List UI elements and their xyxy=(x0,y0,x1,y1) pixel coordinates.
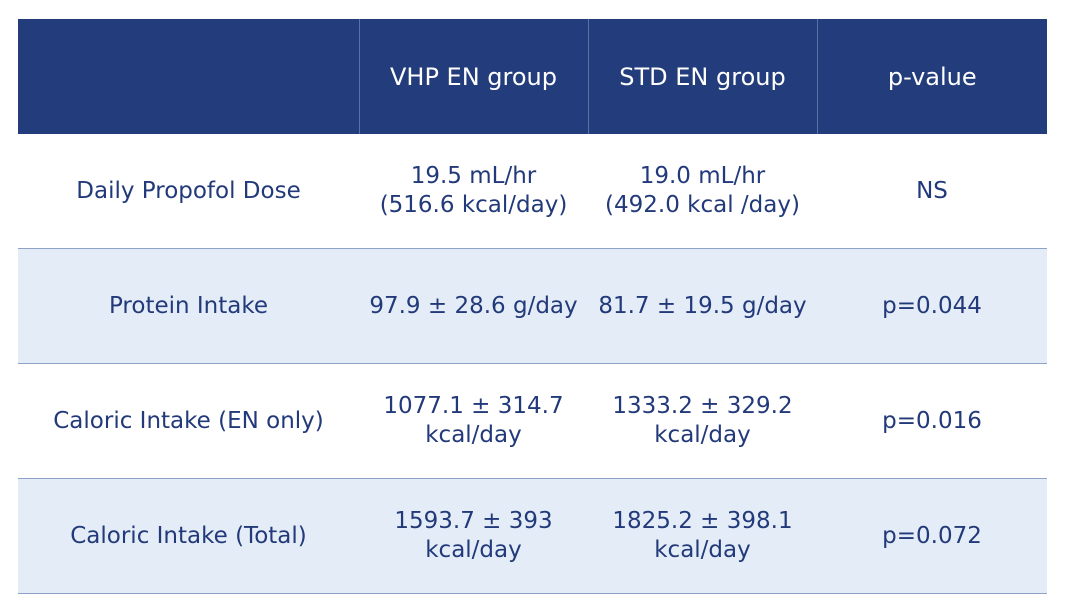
row-label: Daily Propofol Dose xyxy=(18,134,359,249)
std-cell: 81.7 ± 19.5 g/day xyxy=(588,248,817,364)
results-table-container: VHP EN group STD EN group p-value Daily … xyxy=(18,19,1047,594)
row-label: Caloric Intake (EN only) xyxy=(18,363,359,479)
table-header: VHP EN group STD EN group p-value xyxy=(18,19,1047,134)
std-value-line: 1825.2 ± 398.1 xyxy=(612,508,793,534)
table-body: Daily Propofol Dose 19.5 mL/hr (516.6 kc… xyxy=(18,134,1047,594)
header-blank xyxy=(18,19,359,134)
std-cell: 1333.2 ± 329.2 kcal/day xyxy=(588,363,817,479)
vhp-cell: 97.9 ± 28.6 g/day xyxy=(359,248,588,364)
vhp-value-line: 97.9 ± 28.6 g/day xyxy=(369,292,578,319)
std-value-line: 81.7 ± 19.5 g/day xyxy=(598,292,807,319)
table-row: Daily Propofol Dose 19.5 mL/hr (516.6 kc… xyxy=(18,134,1047,249)
table-row: Protein Intake 97.9 ± 28.6 g/day 81.7 ± … xyxy=(18,248,1047,364)
p-value-cell: NS xyxy=(817,134,1047,249)
table-row: Caloric Intake (EN only) 1077.1 ± 314.7 … xyxy=(18,363,1047,479)
vhp-value-line: kcal/day xyxy=(425,537,522,563)
row-label: Protein Intake xyxy=(18,248,359,364)
std-value-line: 19.0 mL/hr xyxy=(639,163,766,189)
std-value-line: 1333.2 ± 329.2 xyxy=(612,393,793,419)
p-value-cell: p=0.044 xyxy=(817,248,1047,364)
p-value-cell: p=0.072 xyxy=(817,478,1047,594)
vhp-cell: 19.5 mL/hr (516.6 kcal/day) xyxy=(359,134,588,249)
std-value-line: kcal/day xyxy=(654,537,751,563)
header-row: VHP EN group STD EN group p-value xyxy=(18,19,1047,134)
vhp-value-line: 1593.7 ± 393 xyxy=(394,508,553,534)
results-table: VHP EN group STD EN group p-value Daily … xyxy=(18,19,1047,594)
std-value-line: kcal/day xyxy=(654,422,751,448)
std-cell: 1825.2 ± 398.1 kcal/day xyxy=(588,478,817,594)
std-value-line: (492.0 kcal /day) xyxy=(605,192,800,218)
vhp-value-line: kcal/day xyxy=(425,422,522,448)
vhp-cell: 1593.7 ± 393 kcal/day xyxy=(359,478,588,594)
vhp-value-line: 1077.1 ± 314.7 xyxy=(383,393,564,419)
row-label: Caloric Intake (Total) xyxy=(18,478,359,594)
header-p-value: p-value xyxy=(816,19,1047,134)
p-value-cell: p=0.016 xyxy=(817,363,1047,479)
vhp-value-line: 19.5 mL/hr xyxy=(410,163,537,189)
vhp-value-line: (516.6 kcal/day) xyxy=(379,192,568,218)
table-row: Caloric Intake (Total) 1593.7 ± 393 kcal… xyxy=(18,478,1047,594)
header-vhp-en-group: VHP EN group xyxy=(358,19,588,134)
header-std-en-group: STD EN group xyxy=(587,19,817,134)
vhp-cell: 1077.1 ± 314.7 kcal/day xyxy=(359,363,588,479)
std-cell: 19.0 mL/hr (492.0 kcal /day) xyxy=(588,134,817,249)
